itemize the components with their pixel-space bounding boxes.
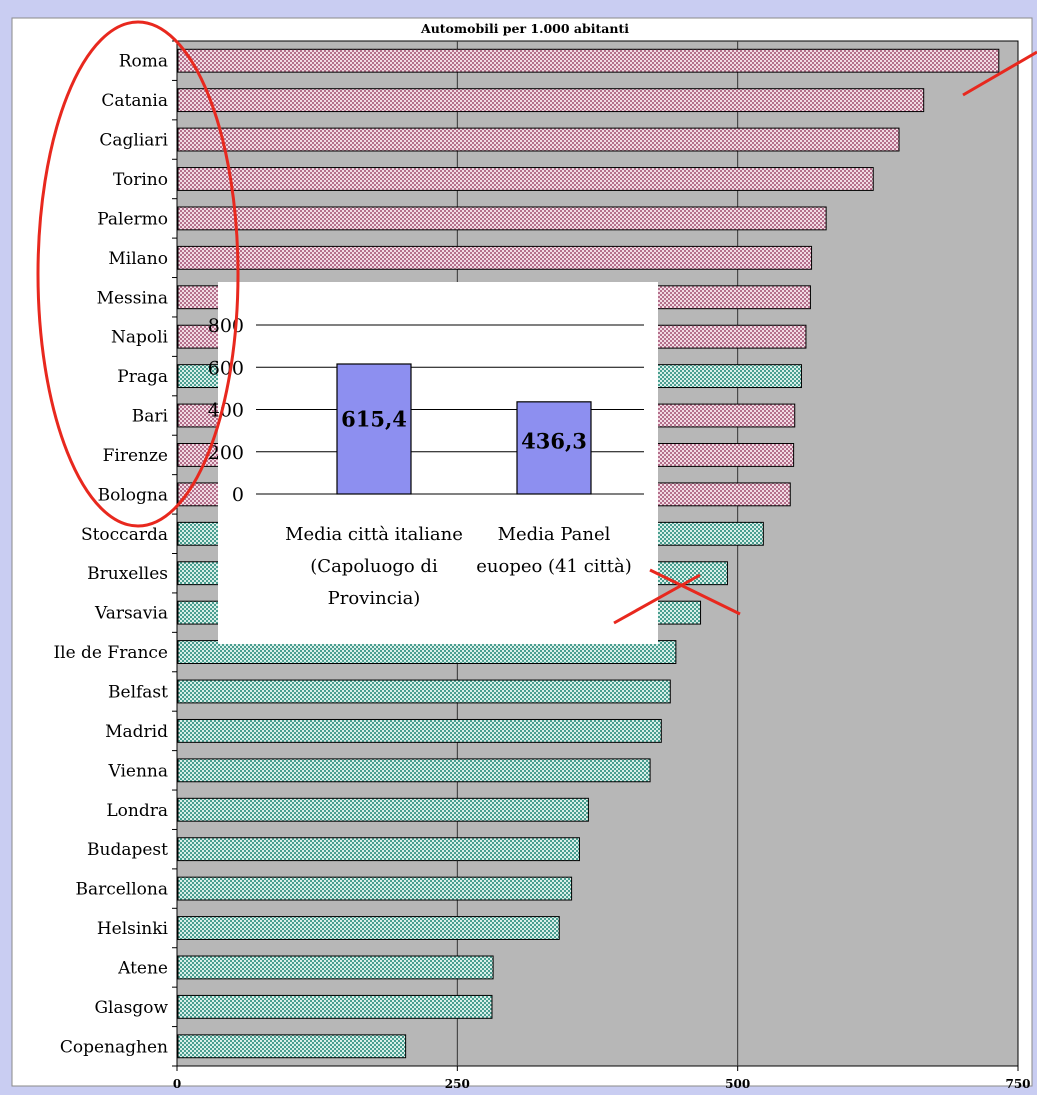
category-label: Vienna [107, 761, 168, 781]
category-label: Roma [119, 52, 168, 72]
category-label: Londra [106, 801, 168, 821]
category-label: Atene [117, 958, 168, 978]
inset-y-tick-label: 400 [208, 400, 244, 422]
bar [177, 837, 580, 862]
category-label: Varsavia [94, 604, 168, 624]
category-label: Milano [108, 249, 168, 269]
bar [177, 640, 677, 664]
inset-y-tick-label: 800 [208, 315, 244, 337]
category-label: Praga [117, 367, 168, 387]
bar [177, 718, 662, 743]
bar [177, 245, 813, 270]
annotation-cross-stroke-1 [649, 568, 741, 616]
bar [177, 88, 925, 113]
inset-value-label: 615,4 [341, 407, 407, 432]
bar [177, 876, 573, 901]
category-label: Napoli [111, 328, 169, 348]
bar [177, 127, 900, 152]
inset-bar [336, 363, 412, 495]
inset-y-tick-label: 0 [232, 484, 244, 506]
annotations [36, 20, 1037, 625]
x-tick-label: 500 [725, 1077, 750, 1091]
bar [177, 48, 1000, 73]
main-category-labels: Roma Catania Cagliari Torino Palermo Milano Me… [53, 52, 168, 1058]
bar [177, 994, 493, 1019]
category-label: Torino [113, 170, 168, 190]
category-label: Firenze [103, 446, 168, 466]
category-label: Ile de France [53, 643, 168, 663]
main-x-tick-labels: 0 250 500 750 [173, 1077, 1031, 1091]
bar [177, 167, 874, 191]
category-label: Budapest [87, 840, 168, 860]
annotation-stroke-top [962, 50, 1037, 97]
bar [177, 955, 494, 980]
bar [177, 206, 827, 231]
category-label: Messina [97, 288, 168, 308]
inset-category-labels: Media città italiane (Capoluogo di Provinc… [285, 524, 632, 609]
x-tick-label: 750 [1005, 1077, 1030, 1091]
bar [177, 797, 589, 822]
category-label: Glasgow [94, 998, 168, 1018]
main-chart-title: Automobili per 1.000 abitanti [420, 21, 629, 36]
inset-bars: 615,4 436,3 [336, 363, 592, 495]
category-label: Palermo [97, 209, 168, 229]
inset-value-label: 436,3 [521, 429, 587, 454]
highlight-ellipse [36, 20, 240, 528]
inset-y-tick-label: 200 [208, 442, 244, 464]
category-label: Belfast [108, 682, 168, 702]
category-label: Stoccarda [81, 525, 168, 545]
category-label: Helsinki [97, 919, 169, 939]
category-label: Bologna [98, 485, 168, 505]
x-tick-label: 0 [173, 1077, 181, 1091]
annotation-cross-stroke-2 [613, 573, 701, 625]
inset-category-label: Media Panel euopeo (41 città) [476, 524, 632, 577]
bar [177, 679, 671, 704]
category-label: Bruxelles [87, 564, 168, 584]
inset-panel [218, 282, 658, 644]
bar [177, 1034, 407, 1059]
category-label: Catania [101, 91, 168, 111]
category-label: Madrid [105, 722, 168, 742]
category-label: Bari [132, 407, 169, 427]
category-label: Cagliari [99, 131, 168, 151]
inset-category-label: Media città italiane (Capoluogo di Provinc… [285, 524, 463, 609]
inset-y-tick-label: 600 [208, 357, 244, 379]
x-tick-label: 250 [445, 1077, 470, 1091]
inset-chart: 0 200 400 600 800 615,4 436,3 Media città ita… [208, 282, 658, 644]
inset-bar [516, 401, 592, 495]
bar [177, 916, 560, 940]
bar [177, 758, 651, 783]
category-label: Copenaghen [60, 1037, 168, 1057]
category-label: Barcellona [75, 880, 168, 900]
